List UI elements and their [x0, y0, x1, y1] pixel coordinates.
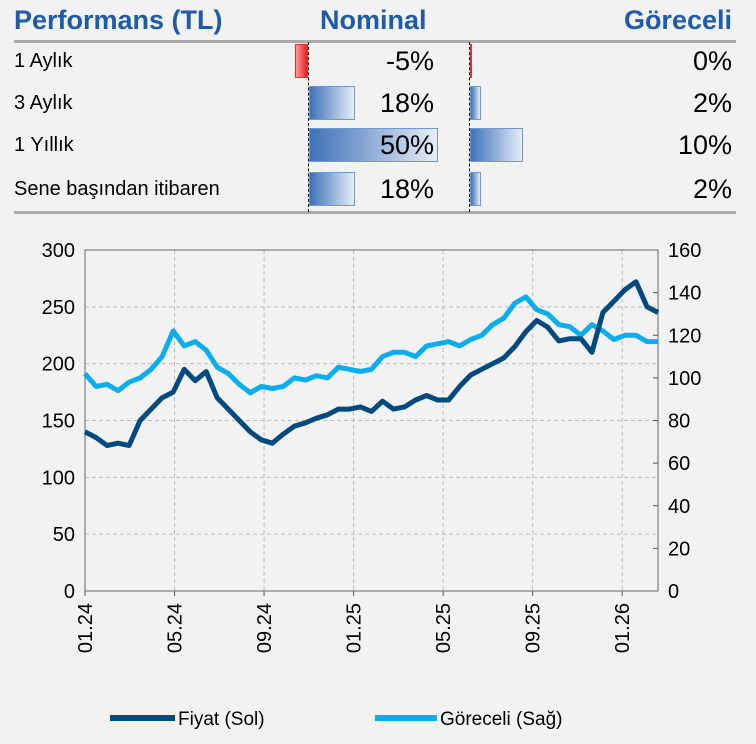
x-tick-label: 05.24 [165, 603, 187, 653]
relative-value: 2% [692, 174, 732, 204]
price-chart: 0 50 100 150 200 250 300 0 20 40 60 80 100 120 140 160 0… [42, 240, 702, 730]
relative-bar [470, 86, 481, 120]
right-tick-label: 40 [668, 496, 690, 518]
right-tick-label: 0 [668, 581, 679, 603]
nominal-value: -5% [385, 46, 434, 76]
left-tick-label: 100 [42, 467, 75, 489]
nominal-value: 18% [379, 174, 434, 204]
nominal-zero-axis [308, 42, 309, 212]
legend-label: Fiyat (Sol) [178, 709, 265, 730]
relative-bar [470, 128, 523, 162]
left-tick-label: 250 [42, 297, 75, 319]
relative-header: Göreceli [623, 5, 732, 35]
relative-value: 2% [692, 88, 732, 118]
nominal-value: 50% [379, 130, 434, 160]
table-title: Performans (TL) [14, 5, 223, 35]
left-tick-label: 150 [42, 411, 75, 433]
right-tick-label: 20 [668, 538, 690, 560]
legend-label: Göreceli (Sağ) [440, 709, 563, 730]
relative-value: 0% [692, 46, 732, 76]
right-tick-label: 60 [668, 453, 690, 475]
relative-value: 10% [677, 130, 732, 160]
goreceli-line [83, 294, 658, 396]
row-label: 1 Yıllık [14, 134, 74, 156]
x-tick-label: 09.25 [523, 603, 545, 653]
plot-frame [84, 249, 659, 592]
nominal-bar [295, 44, 308, 78]
x-tick-label: 01.24 [75, 603, 97, 653]
nominal-header: Nominal [320, 5, 427, 35]
left-tick-label: 0 [64, 581, 75, 603]
left-tick-label: 200 [42, 354, 75, 376]
relative-zero-axis [469, 42, 470, 212]
row-label: Sene başından itibaren [14, 178, 220, 200]
nominal-bar [309, 172, 356, 206]
left-tick-label: 50 [53, 524, 75, 546]
x-tick-label: 01.26 [612, 603, 634, 653]
header-divider [14, 40, 736, 43]
right-tick-label: 120 [668, 325, 701, 347]
right-tick-label: 140 [668, 283, 701, 305]
fiyat-line [83, 279, 660, 448]
relative-bar [470, 44, 472, 78]
right-tick-label: 80 [668, 411, 690, 433]
right-tick-label: 100 [668, 368, 701, 390]
row-label: 1 Aylık [14, 50, 73, 72]
row-label: 3 Aylık [14, 92, 73, 114]
relative-bar [470, 172, 481, 206]
x-tick-label: 09.24 [254, 603, 276, 653]
nominal-bar [309, 86, 356, 120]
nominal-bar [309, 128, 438, 162]
left-tick-label: 300 [42, 240, 75, 262]
nominal-value: 18% [379, 88, 434, 118]
x-tick-label: 05.25 [433, 603, 455, 653]
table-bottom-divider [14, 211, 736, 214]
x-tick-label: 01.25 [344, 603, 366, 653]
right-tick-label: 160 [668, 240, 701, 262]
